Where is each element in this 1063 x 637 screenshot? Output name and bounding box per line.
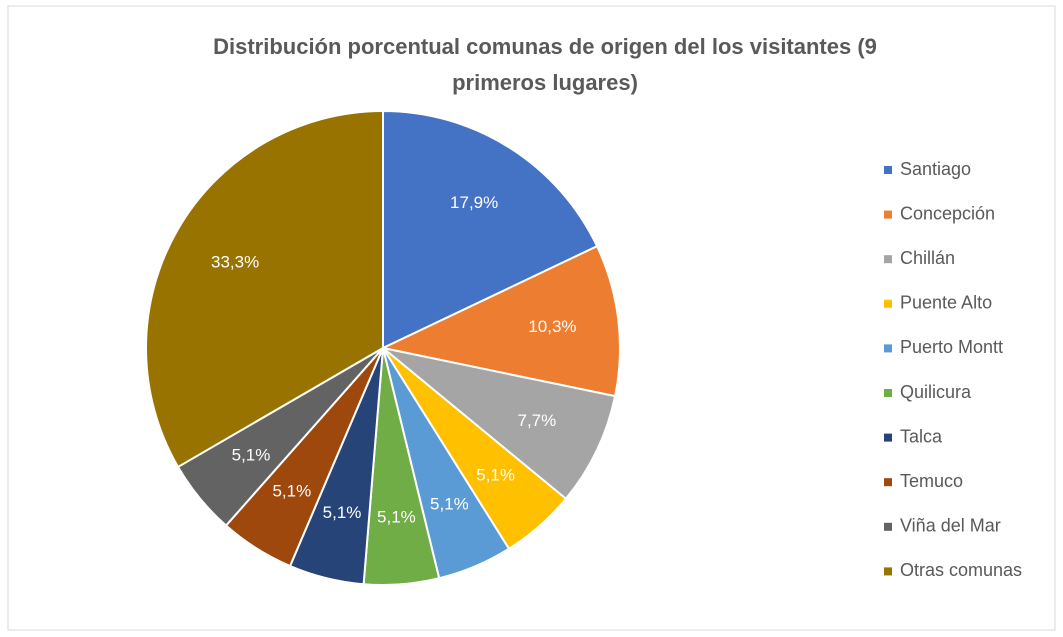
pie-slice [382, 347, 617, 501]
legend-swatch [884, 522, 892, 531]
data-label: 5,1% [377, 508, 416, 527]
pie-slice [379, 244, 621, 398]
legend-swatch [884, 389, 892, 397]
legend-swatch [884, 210, 892, 219]
legend-swatch [884, 299, 892, 308]
legend-swatch [884, 567, 892, 576]
legend-label: Concepción [900, 203, 995, 223]
legend-label: Otras comunas [900, 560, 1022, 580]
chart-title: Distribución porcentual comunas de orige… [213, 34, 877, 95]
legend-label: Talca [900, 426, 943, 446]
legend-swatch [884, 433, 892, 442]
legend-swatch [884, 478, 892, 487]
data-label: 5,1% [476, 466, 515, 485]
legend-label: Puerto Montt [900, 337, 1003, 357]
legend-label: Temuco [900, 471, 963, 491]
legend-swatch [884, 344, 892, 353]
legend-label: Chillán [900, 248, 955, 268]
data-label: 5,1% [232, 446, 271, 465]
legend-swatch [884, 255, 892, 264]
legend-label: Santiago [900, 159, 971, 179]
data-label: 17,9% [450, 193, 498, 212]
data-label: 33,3% [211, 252, 259, 271]
data-label: 5,1% [272, 482, 311, 501]
pie-slice [145, 109, 384, 469]
pie-slice [382, 109, 599, 350]
legend-swatch [884, 166, 892, 174]
data-label: 7,7% [517, 411, 556, 430]
data-label: 5,1% [430, 495, 469, 514]
legend-label: Quilicura [900, 382, 972, 402]
legend-label: Viña del Mar [900, 516, 1001, 536]
legend-label: Puente Alto [900, 293, 992, 313]
data-label: 10,3% [528, 317, 576, 336]
data-label: 5,1% [323, 503, 362, 522]
